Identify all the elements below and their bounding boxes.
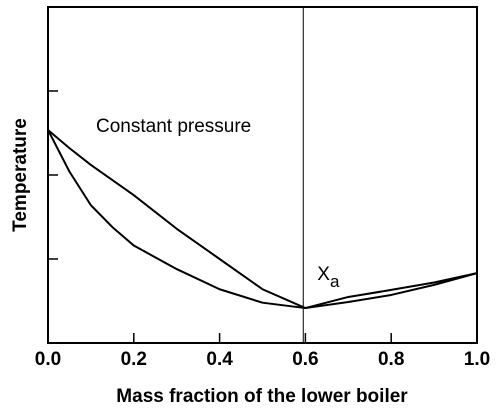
x-tick-label: 0.2 xyxy=(121,349,147,370)
curve xyxy=(47,129,478,310)
y-axis-label: Temperature xyxy=(10,118,31,232)
x-axis-label: Mass fraction of the lower boiler xyxy=(116,386,408,407)
x-tick-label: 1.0 xyxy=(464,349,490,370)
annotation: Constant pressure xyxy=(96,116,251,137)
x-tick-label: 0.8 xyxy=(378,349,404,370)
x-tick-label: 0.4 xyxy=(206,349,233,370)
x-tick-label: 0.6 xyxy=(292,349,318,370)
marker-label: Xa xyxy=(317,264,340,291)
plot-frame xyxy=(47,6,478,344)
x-tick-label: 0.0 xyxy=(35,349,61,370)
curve xyxy=(47,129,478,310)
marker-label-sub: a xyxy=(330,272,340,291)
marker-label-main: X xyxy=(317,264,330,285)
